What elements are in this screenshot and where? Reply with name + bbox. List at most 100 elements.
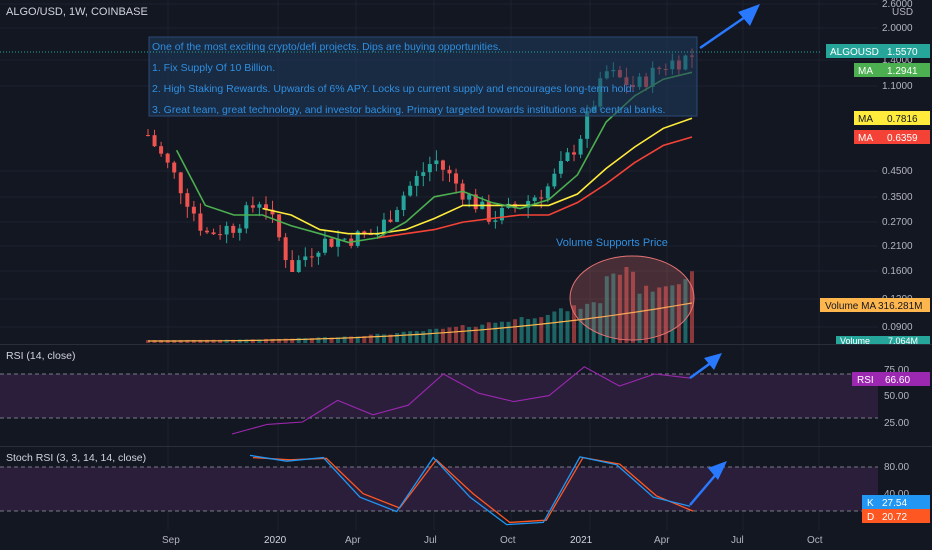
candle-body (277, 214, 282, 238)
candle-body (290, 260, 295, 272)
volume-annotation: Volume Supports Price (556, 237, 668, 249)
volume-bar (690, 271, 694, 343)
candle-body (270, 209, 275, 215)
symbol-title[interactable]: ALGO/USD, 1W, COINBASE (6, 6, 148, 18)
volume-bar (309, 338, 314, 343)
candle-body (362, 231, 367, 234)
candle-body (493, 220, 498, 222)
volume-bar (244, 339, 249, 343)
badge-ma-mid-label: MA (858, 114, 873, 125)
rsi-pane[interactable]: RSI (14, close) 75.00 50.00 25.00 RSI 66… (0, 350, 930, 435)
candle-body (427, 164, 432, 173)
volume-bar (283, 338, 288, 343)
badge-rsi-value: 66.60 (885, 375, 910, 386)
stoch-k-line (249, 454, 691, 526)
stoch-d-line (252, 456, 694, 524)
volume-highlight-circle (569, 255, 695, 341)
candle-body (558, 160, 563, 174)
stoch-rsi-pane[interactable]: Stoch RSI (3, 3, 14, 14, close) 80.00 40… (0, 452, 930, 526)
volume-bar (336, 337, 341, 343)
candle-body (375, 234, 380, 236)
badge-volume: Volume 7.064M (836, 336, 930, 346)
badge-volume-value: 7.064M (888, 336, 918, 346)
candle-body (585, 111, 590, 139)
badge-stoch-d: D 20.72 (862, 509, 930, 523)
volume-bar (257, 339, 262, 343)
volume-bar (617, 274, 622, 343)
price-pane[interactable]: Volume Supports Price One of the most ex… (0, 4, 822, 343)
price-axis-unit: USD (892, 7, 913, 18)
candle-body (421, 172, 426, 176)
volume-bar (250, 339, 255, 343)
badge-stoch-k-value: 27.54 (882, 498, 907, 509)
volume-bar (224, 339, 229, 343)
volume-bar (303, 338, 308, 343)
time-tick: 2021 (570, 535, 593, 546)
volume-bar (237, 339, 242, 343)
badge-stoch-k-label: K (867, 498, 874, 509)
candle-body (572, 152, 577, 155)
note-box[interactable] (148, 36, 698, 117)
volume-bar (454, 326, 459, 343)
candle-body (578, 138, 583, 155)
volume-bar (578, 308, 583, 343)
candle-body (152, 135, 157, 147)
stoch-tick: 40.00 (884, 489, 909, 500)
volume-bar (585, 303, 590, 343)
price-tick: 0.2700 (882, 217, 913, 228)
candle-body (218, 234, 223, 236)
volume-bar (506, 321, 511, 343)
candle-body (395, 210, 400, 222)
candle-body (322, 238, 327, 253)
rsi-tick: 50.00 (884, 391, 909, 402)
trend-arrow-stoch (689, 461, 727, 506)
time-axis[interactable]: Sep 2020 Apr Jul Oct 2021 Apr Jul Oct (162, 535, 823, 546)
volume-bar (316, 337, 321, 343)
volume-bar (473, 326, 478, 343)
volume-bar (231, 339, 236, 343)
badge-ma-fast: MA 1.2941 (854, 63, 930, 77)
time-tick: Jul (424, 535, 437, 546)
volume-bar (572, 305, 577, 343)
price-tick: 0.1600 (882, 266, 913, 277)
candle-body (309, 256, 314, 258)
badge-ma-mid: MA 0.7816 (854, 111, 930, 125)
candle-body (539, 197, 544, 199)
ma-slow-line (376, 136, 693, 239)
candle-body (336, 238, 341, 247)
trend-arrow-rsi (689, 353, 722, 380)
volume-bar (467, 327, 472, 343)
volume-bar (362, 336, 367, 343)
candle-body (283, 237, 288, 261)
candle-body (231, 225, 236, 233)
candle-body (532, 197, 537, 201)
volume-bar (218, 339, 223, 343)
volume-bar (421, 331, 426, 343)
rsi-tick: 75.00 (884, 365, 909, 376)
rsi-line (231, 366, 691, 435)
candle-body (146, 135, 150, 137)
badge-volume-label: Volume (840, 336, 870, 346)
price-tick: 0.4500 (882, 166, 913, 177)
candle-body (408, 185, 413, 196)
note-line-1: One of the most exciting crypto/defi pro… (152, 41, 501, 53)
badge-algousd-value: 1.5570 (887, 47, 918, 58)
volume-bar (611, 273, 616, 343)
time-tick: Apr (345, 535, 361, 546)
candle-body (263, 204, 268, 210)
candle-body (434, 160, 439, 165)
stoch-title[interactable]: Stoch RSI (3, 3, 14, 14, close) (6, 452, 146, 464)
rsi-title[interactable]: RSI (14, close) (6, 350, 75, 362)
badge-ma-slow-value: 0.6359 (887, 133, 918, 144)
volume-bar (650, 291, 655, 343)
volume-bar (290, 338, 295, 343)
candle-body (250, 205, 255, 208)
candle-body (159, 146, 164, 154)
volume-bar (644, 285, 649, 343)
volume-bar (355, 336, 360, 343)
candle-body (198, 213, 203, 231)
volume-bar (637, 293, 642, 343)
time-tick: Apr (654, 535, 670, 546)
time-tick: Sep (162, 535, 180, 546)
